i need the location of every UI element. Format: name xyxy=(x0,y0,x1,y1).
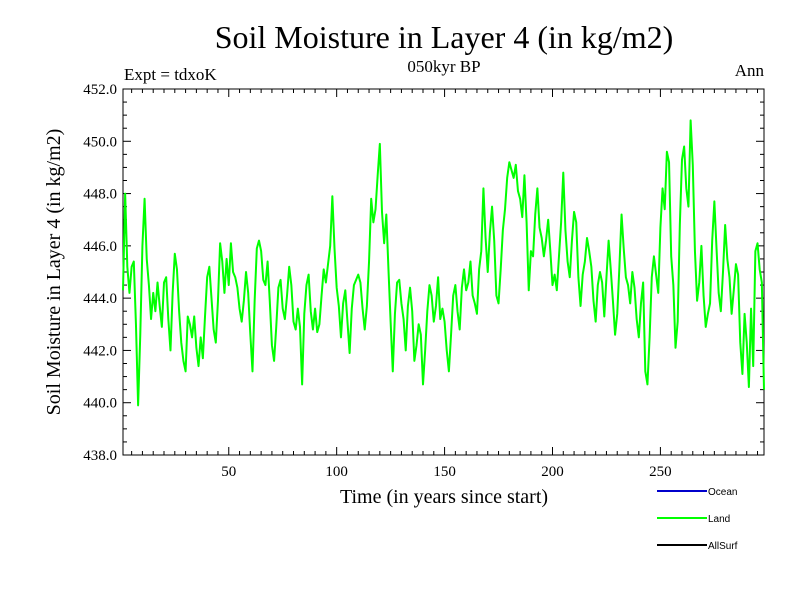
y-tick-label: 438.0 xyxy=(83,448,117,464)
expt-label: Expt = tdxoK xyxy=(124,65,217,84)
x-tick-label: 150 xyxy=(433,464,456,480)
y-tick-label: 440.0 xyxy=(83,396,117,412)
series-group xyxy=(122,119,765,407)
axis-ticks: 50 100 150 200 250 438.0 440.0 442.0 444.0 446.0 4… xyxy=(83,82,764,480)
x-tick-label: 200 xyxy=(541,464,564,480)
x-tick-label: 50 xyxy=(221,464,236,480)
chart-subtitle: 050kyr BP xyxy=(407,57,480,76)
y-axis-label: Soil Moisture in Layer 4 (in kg/m2) xyxy=(43,129,65,416)
series-line-land xyxy=(122,119,765,407)
legend-label-land: Land xyxy=(708,514,730,525)
y-tick-label: 448.0 xyxy=(83,187,117,203)
y-tick-label: 444.0 xyxy=(83,291,117,307)
x-tick-label: 250 xyxy=(649,464,672,480)
legend-label-ocean: Ocean xyxy=(708,487,737,498)
x-tick-label: 100 xyxy=(325,464,348,480)
chart-title: Soil Moisture in Layer 4 (in kg/m2) xyxy=(215,19,674,55)
x-axis-label: Time (in years since start) xyxy=(340,486,548,508)
legend-label-allsurf: AllSurf xyxy=(708,541,738,552)
season-label: Ann xyxy=(735,61,765,80)
y-tick-label: 442.0 xyxy=(83,343,117,359)
y-tick-label: 452.0 xyxy=(83,82,117,98)
legend: Ocean Land AllSurf xyxy=(657,487,738,552)
y-tick-label: 446.0 xyxy=(83,239,117,255)
y-tick-label: 450.0 xyxy=(83,134,117,150)
